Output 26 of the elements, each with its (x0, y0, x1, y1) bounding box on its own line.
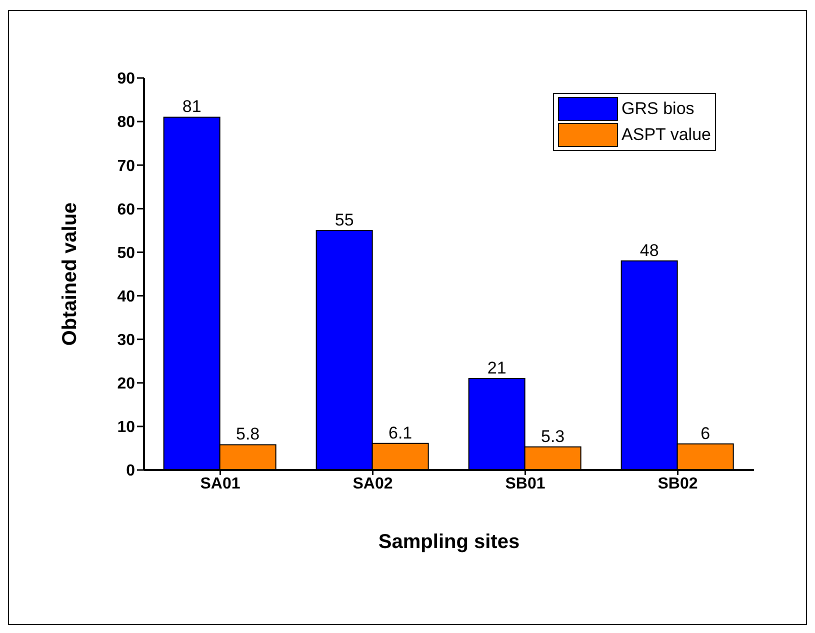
data-label: 48 (640, 240, 659, 260)
data-label: 5.3 (541, 426, 565, 446)
y-tick-label: 80 (117, 114, 136, 132)
x-tick-label: SA02 (352, 475, 393, 492)
y-tick-label: 90 (117, 70, 136, 88)
y-tick-label: 40 (117, 288, 136, 306)
y-tick-label: 10 (117, 419, 136, 436)
y-axis-title: Obtained value (59, 202, 82, 346)
y-tick-label: 30 (117, 332, 136, 350)
data-label: 5.8 (236, 424, 260, 444)
data-label: 55 (334, 210, 354, 230)
data-label: 6 (700, 424, 710, 443)
legend-label: GRS bios (622, 99, 694, 119)
y-tick-label: 60 (117, 201, 136, 218)
y-tick-label: 20 (117, 376, 136, 393)
x-tick-label: SB02 (658, 475, 698, 492)
data-label: 81 (182, 97, 202, 116)
legend-label: ASPT value (622, 125, 711, 145)
x-tick-label: SA01 (200, 475, 240, 492)
data-label: 21 (487, 358, 506, 378)
data-label: 6.1 (388, 423, 412, 442)
y-tick-label: 70 (117, 158, 136, 175)
y-tick-label: 50 (117, 244, 136, 262)
x-tick-label: SB01 (505, 475, 546, 492)
y-tick-label: 0 (126, 462, 136, 480)
x-axis-title: Sampling sites (378, 531, 520, 553)
